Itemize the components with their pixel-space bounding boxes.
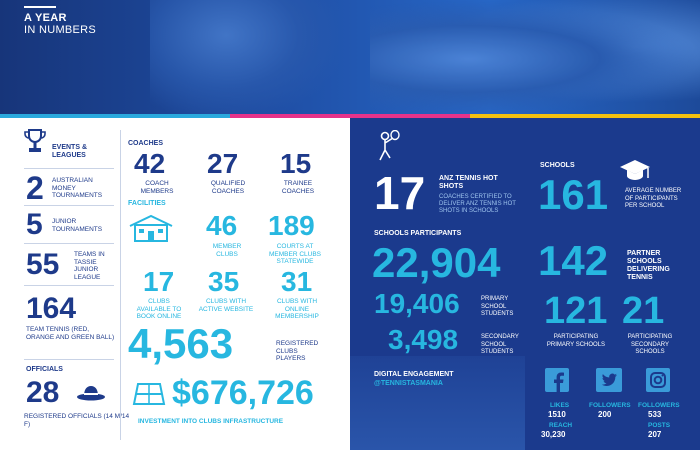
schools-participants-heading: SCHOOLS PARTICIPANTS [374,230,462,237]
online-value-0: 17 [143,266,175,297]
primary-schools-value: 121 [544,290,608,332]
stripe-blue [0,114,230,118]
avg-value: 161 [538,171,609,218]
events-value-0: 2 [26,170,44,206]
title-rule [24,6,56,8]
primary-students-label: PRIMARY SCHOOL STUDENTS [481,296,514,317]
investment-value: $676,726 [172,374,314,412]
ig-followers-value: 533 [648,410,662,419]
coaches-heading: COACHES [128,140,164,147]
primary-schools-label: PARTICIPATING PRIMARY SCHOOLS [546,334,606,348]
coaches-value-1: 27 [207,148,239,179]
officials-label: REGISTERED OFFICIALS (14 M/14 F) [24,413,130,428]
ig-posts-value: 207 [648,430,662,439]
officials-heading: OFFICIALS [26,366,63,373]
events-label-3: TEAM TENNIS (RED, ORANGE AND GREEN BALL) [26,326,115,341]
events-label-1: JUNIOR TOURNAMENTS [52,218,103,233]
online-label-1: CLUBS WITH ACTIVE WEBSITE [198,298,254,313]
coaches-label-1: QUALIFIED COACHES [210,180,246,195]
players-value: 4,563 [128,320,234,367]
title-line1: A YEAR [24,12,67,24]
graduation-cap-icon [618,158,652,182]
online-label-0: CLUBS AVAILABLE TO BOOK ONLINE [136,298,182,320]
events-value-3: 164 [26,292,77,325]
primary-students-value: 19,406 [374,288,460,319]
events-label-2: TEAMS IN TASSIE JUNIOR LEAGUE [74,251,105,281]
partner-value: 142 [538,237,609,284]
schools-heading: SCHOOLS [540,162,575,169]
header-banner: A YEAR IN NUMBERS [0,0,700,118]
events-value-1: 5 [26,208,43,241]
banner-photo-player [150,0,340,118]
member-clubs-label: MEMBER CLUBS [212,243,242,258]
coaches-label-0: COACH MEMBERS [140,180,174,195]
tennis-player-icon [372,130,402,162]
avg-label: AVERAGE NUMBER OF PARTICIPANTS PER SCHOO… [625,188,682,209]
officials-value: 28 [26,376,60,409]
coaches-label-2: TRAINEE COACHES [281,180,315,195]
tennis-court-icon [128,380,170,406]
facilities-heading: FACILITIES [128,200,166,207]
ig-followers-label: FOLLOWERS [638,402,680,409]
courts-label: COURTS AT MEMBER CLUBS STATEWIDE [268,243,321,265]
digital-photo [350,356,525,450]
secondary-students-value: 3,498 [388,324,459,355]
fb-likes-value: 1510 [548,410,566,419]
investment-label: INVESTMENT INTO CLUBS INFRASTRUCTURE [138,418,284,425]
courts-value: 189 [268,210,315,241]
events-heading: EVENTS & LEAGUES [52,144,88,159]
events-label-0: AUSTRALIAN MONEY TOURNAMENTS [52,177,103,199]
right-panel: 17 ANZ TENNIS HOT SHOTS COACHES CERTIFIE… [350,118,700,450]
divider [120,130,121,440]
divider [24,205,114,206]
hotshots-value: 17 [374,167,426,219]
events-value-2: 55 [26,248,60,281]
divider [24,359,114,360]
twitter-icon[interactable] [596,368,622,392]
schools-total-value: 22,904 [372,239,501,286]
page-title: A YEAR IN NUMBERS [24,12,96,36]
coaches-value-2: 15 [280,148,312,179]
hotshots-title: ANZ TENNIS HOT SHOTS [439,175,498,190]
fb-reach-label: REACH [549,422,573,429]
stripe-pink [230,114,470,118]
digital-heading: DIGITAL ENGAGEMENT [374,371,454,378]
hat-icon [76,384,106,402]
tw-followers-value: 200 [598,410,612,419]
fb-likes-label: LIKES [550,402,570,409]
secondary-schools-value: 21 [622,290,665,332]
hotshots-label: COACHES CERTIFIED TO DELIVER ANZ TENNIS … [439,194,516,214]
clubhouse-icon [128,214,174,242]
instagram-icon[interactable] [646,368,670,392]
fb-reach-value: 30,230 [541,430,566,439]
players-label: REGISTERED CLUBS PLAYERS [276,340,319,362]
online-value-2: 31 [281,266,313,297]
member-clubs-value: 46 [206,210,238,241]
divider [24,168,114,169]
tw-followers-label: FOLLOWERS [589,402,631,409]
left-panel: EVENTS & LEAGUES 2 AUSTRALIAN MONEY TOUR… [0,118,350,450]
divider [24,285,114,286]
coaches-value-0: 42 [134,148,166,179]
trophy-icon [24,128,46,156]
online-value-1: 35 [208,266,240,297]
stripe-yellow [470,114,700,118]
secondary-students-label: SECONDARY SCHOOL STUDENTS [481,334,519,355]
secondary-schools-label: PARTICIPATING SECONDARY SCHOOLS [627,334,673,355]
partner-label: PARTNER SCHOOLS DELIVERING TENNIS [627,250,670,281]
online-label-2: CLUBS WITH ONLINE MEMBERSHIP [275,298,319,320]
facebook-icon[interactable] [545,368,569,392]
digital-handle: @TENNISTASMANIA [374,380,443,387]
title-line2: IN NUMBERS [24,24,97,36]
divider [24,243,114,244]
ig-posts-label: POSTS [648,422,671,429]
banner-photo-trophy [370,0,700,118]
